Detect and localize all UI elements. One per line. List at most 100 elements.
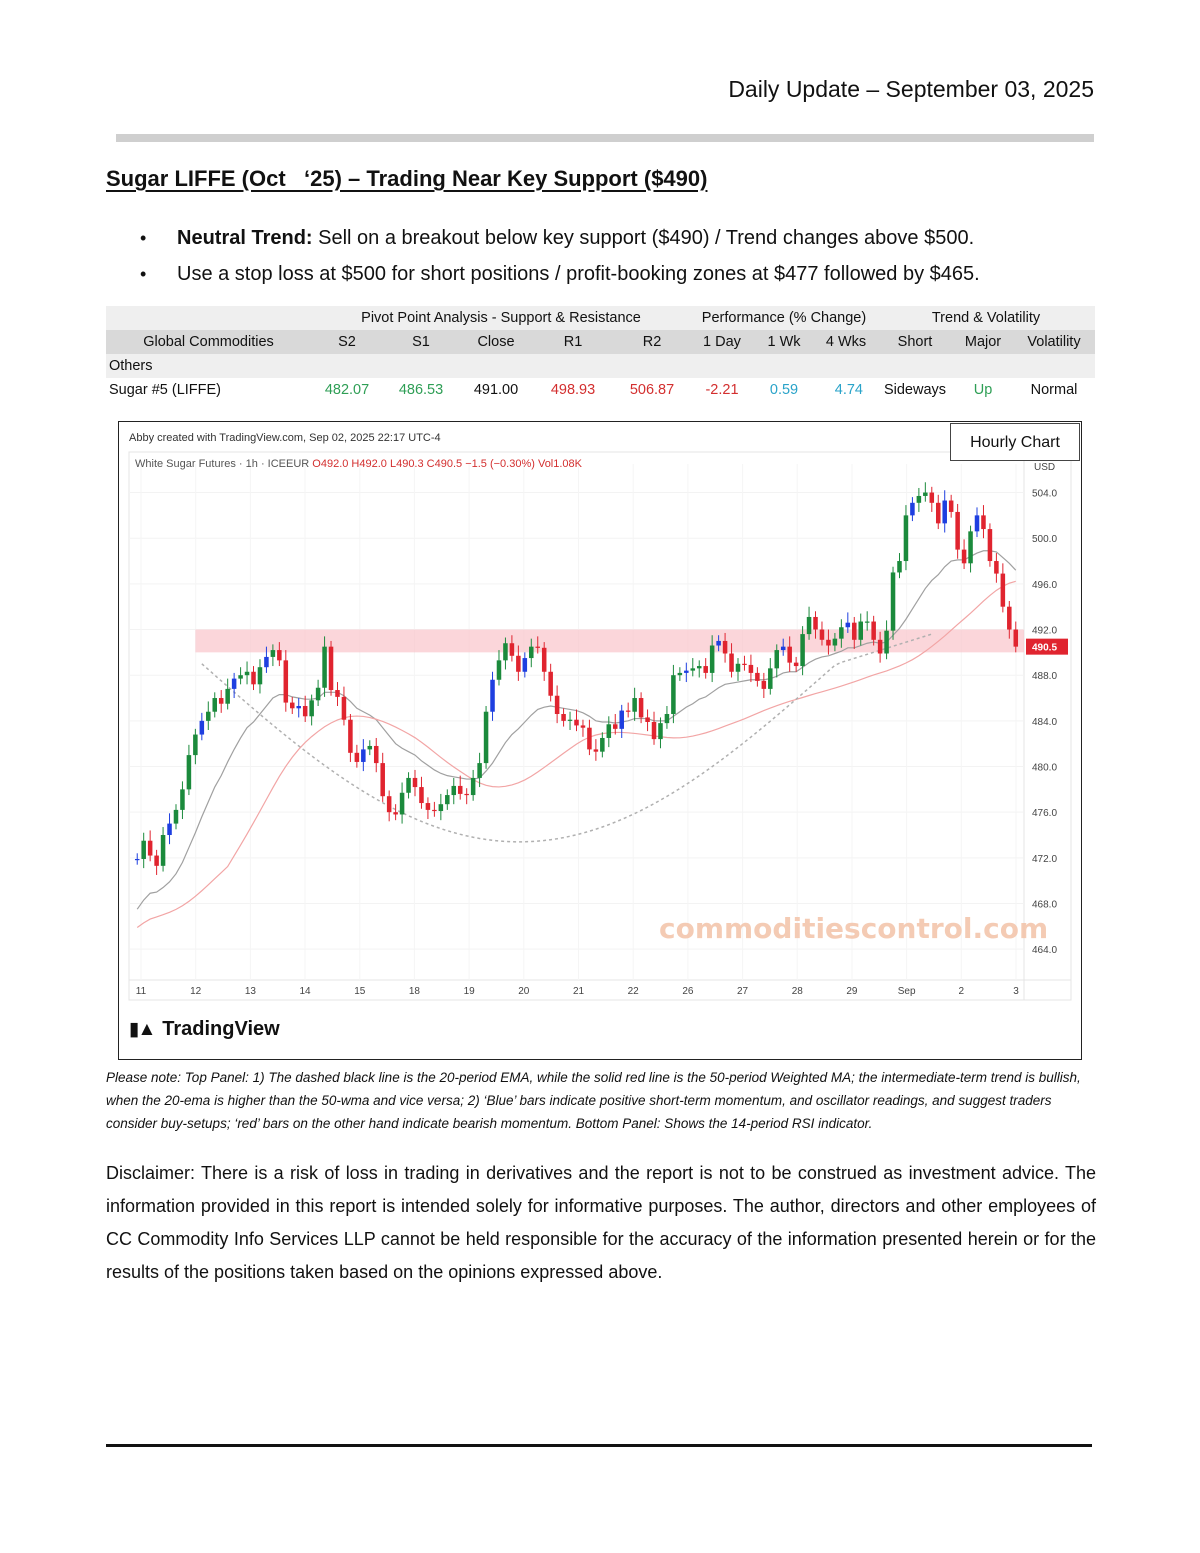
candle-body xyxy=(348,719,353,753)
candle-body xyxy=(490,679,495,712)
candle-body xyxy=(910,502,915,516)
cell-r1: 498.93 xyxy=(550,382,596,398)
candle-body xyxy=(567,719,573,721)
y-tick-label: 476.0 xyxy=(1032,808,1057,819)
chart-caption: Abby created with TradingView.com, Sep 0… xyxy=(129,432,441,444)
candle-body xyxy=(477,763,482,778)
x-tick-label: 20 xyxy=(518,986,530,997)
col-header: Global Commodities xyxy=(106,330,311,354)
candle-body xyxy=(367,745,373,750)
table-section-row: Others xyxy=(106,354,1095,378)
candle-body xyxy=(522,658,528,672)
candle-body xyxy=(890,572,896,631)
candle-body xyxy=(393,812,398,815)
candle-body xyxy=(457,785,463,794)
candle-body xyxy=(961,549,967,564)
candle-body xyxy=(612,724,618,729)
candle-body xyxy=(664,714,670,724)
currency-label: USD xyxy=(1034,462,1055,473)
disclaimer: Disclaimer: There is a risk of loss in t… xyxy=(106,1163,1096,1282)
last-price-label: 490.5 xyxy=(1032,643,1057,654)
candle-body xyxy=(199,720,205,735)
plot-border xyxy=(128,451,1072,1001)
candle-body xyxy=(690,668,696,671)
candle-body xyxy=(684,670,689,673)
col-header: Volatility xyxy=(1013,330,1095,354)
candle-body xyxy=(826,639,831,646)
candle-body xyxy=(742,663,747,665)
candle-body xyxy=(942,500,947,524)
cell-s1: 486.53 xyxy=(398,382,444,398)
x-tick-label: 29 xyxy=(846,986,858,997)
candle-body xyxy=(632,698,637,712)
cell-s2: 482.07 xyxy=(324,382,370,398)
candle-body xyxy=(651,721,657,740)
candle-body xyxy=(1000,573,1006,607)
cell-close: 491.00 xyxy=(473,382,519,398)
candle-body xyxy=(554,695,560,715)
candle-body xyxy=(916,495,922,503)
bullet-trend-label: Neutral Trend: xyxy=(177,227,313,249)
tradingview-logo: ▮▲ TradingView xyxy=(129,1018,280,1041)
candle-body xyxy=(696,666,702,669)
candle-body xyxy=(1013,629,1019,647)
candle-body xyxy=(160,835,166,866)
x-tick-label: 15 xyxy=(354,986,366,997)
candle-body xyxy=(283,660,289,703)
candle-body xyxy=(819,629,825,640)
table-group-blank xyxy=(106,306,311,330)
candle-body xyxy=(858,621,863,640)
candle-body xyxy=(529,646,534,659)
candle-body xyxy=(968,531,973,564)
header-divider xyxy=(116,134,1094,142)
tradingview-logo-text: TradingView xyxy=(162,1018,280,1040)
x-tick-label: 14 xyxy=(300,986,312,997)
candle-body xyxy=(787,646,792,663)
candle-body xyxy=(729,653,734,672)
candle-body xyxy=(761,680,767,689)
candle-body xyxy=(748,664,754,673)
candle-body xyxy=(619,710,624,729)
candle-body xyxy=(218,698,224,704)
bullet-trend-text: Sell on a breakout below key support ($4… xyxy=(312,227,975,249)
candle-body xyxy=(296,706,301,709)
candle-body xyxy=(354,752,360,762)
candle-body xyxy=(974,515,980,532)
candle-body xyxy=(793,662,799,667)
candle-body xyxy=(257,667,263,685)
candle-body xyxy=(212,698,218,712)
y-tick-label: 488.0 xyxy=(1032,671,1057,682)
candle-body xyxy=(141,840,146,859)
candle-body xyxy=(813,616,818,630)
candle-body xyxy=(703,666,708,673)
table-row: Sugar #5 (LIFFE) 482.07 486.53 491.00 49… xyxy=(106,378,1095,402)
candle-body xyxy=(929,492,935,503)
candle-body xyxy=(645,717,650,722)
candle-body xyxy=(341,696,347,720)
legend-symbol: White Sugar Futures · 1h · ICEEUR xyxy=(135,458,310,470)
candle-body xyxy=(425,803,431,810)
group-header-performance: Performance (% Change) xyxy=(691,306,877,330)
candle-body xyxy=(244,671,250,676)
cell-1day: -2.21 xyxy=(705,382,739,398)
bullet-trend: Neutral Trend: Sell on a breakout below … xyxy=(140,220,1100,256)
candle-body xyxy=(386,796,392,813)
page-title: Sugar LIFFE (Oct ‘25) – Trading Near Key… xyxy=(106,166,708,191)
report-date: Daily Update – September 03, 2025 xyxy=(728,76,1094,102)
col-header: R1 xyxy=(533,330,613,354)
candle-body xyxy=(167,823,172,836)
hourly-chart-badge: Hourly Chart xyxy=(950,423,1080,461)
candle-body xyxy=(335,690,340,697)
tradingview-logo-icon: ▮▲ xyxy=(129,1019,156,1040)
candle-body xyxy=(438,804,444,812)
candle-body xyxy=(503,643,508,661)
y-tick-label: 500.0 xyxy=(1032,534,1057,545)
candle-body xyxy=(483,711,489,764)
x-tick-label: 2 xyxy=(959,986,965,997)
cell-volatility: Normal xyxy=(1030,382,1078,398)
candle-body xyxy=(864,621,870,623)
candle-body xyxy=(464,793,469,796)
candle-body xyxy=(147,840,153,856)
candle-body xyxy=(134,858,140,861)
candle-body xyxy=(264,656,269,668)
